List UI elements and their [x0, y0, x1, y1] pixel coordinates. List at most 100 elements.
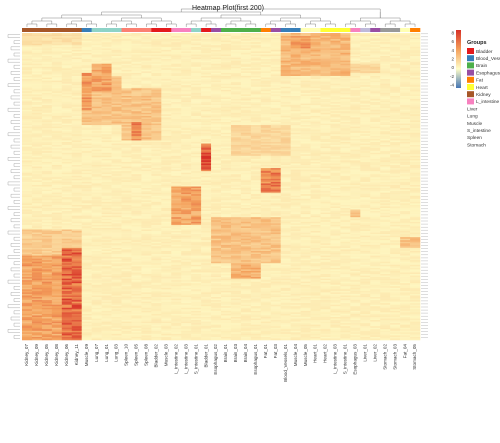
- dendrogram-branch: [14, 151, 20, 154]
- dendrogram-branch: [14, 299, 20, 302]
- group-bar-cell: [330, 28, 340, 32]
- group-bar-cell: [311, 28, 321, 32]
- dendrogram-branch: [14, 127, 20, 130]
- dendrogram-branch: [151, 21, 171, 24]
- group-bar-cell: [92, 28, 102, 32]
- dendrogram-branch: [286, 24, 296, 27]
- group-bar-cell: [261, 28, 271, 32]
- dendrogram-branch: [186, 24, 196, 27]
- dendrogram-branch: [226, 24, 236, 27]
- dendrogram-branch: [14, 139, 20, 142]
- dendrogram-branch: [14, 164, 20, 167]
- dendrogram-branch: [11, 145, 20, 148]
- dendrogram-branch: [42, 18, 82, 21]
- dendrogram-branch: [201, 18, 241, 21]
- dendrogram-branch: [231, 21, 251, 24]
- dendrogram-branch: [405, 24, 415, 27]
- dendrogram-branch: [8, 231, 20, 234]
- dendrogram-branch: [14, 311, 20, 314]
- dendrogram-branch: [8, 256, 20, 259]
- group-bar-cell: [42, 28, 52, 32]
- dendrogram-branch: [8, 329, 20, 332]
- heatmap-cells: [22, 33, 420, 340]
- dendrogram-branch: [32, 21, 52, 24]
- dendrogram-branch: [246, 24, 256, 27]
- dendrogram-branch: [14, 225, 20, 228]
- group-bar-cell: [82, 28, 92, 32]
- group-bar-cell: [231, 28, 241, 32]
- dendrogram-branch: [126, 24, 136, 27]
- group-bar-cell: [241, 28, 251, 32]
- dendrogram-branch: [11, 121, 20, 124]
- dendrogram-branch: [112, 21, 132, 24]
- dendrogram-branch: [8, 84, 20, 87]
- dendrogram-branch: [8, 305, 20, 308]
- dendrogram-branch: [191, 21, 211, 24]
- group-bar-cell: [32, 28, 42, 32]
- dendrogram-branch: [14, 262, 20, 265]
- dendrogram-branch: [14, 65, 20, 68]
- group-bar-cell: [221, 28, 231, 32]
- dendrogram-branch: [122, 18, 162, 21]
- dendrogram-branch: [11, 292, 20, 295]
- dendrogram-branch: [27, 24, 37, 27]
- dendrogram-branch: [11, 219, 20, 222]
- dendrogram-branch: [14, 90, 20, 93]
- group-bar-cell: [271, 28, 281, 32]
- dendrogram-branch: [14, 176, 20, 179]
- group-bar-cell: [321, 28, 331, 32]
- group-bar-cell: [131, 28, 141, 32]
- group-bar-cell: [122, 28, 132, 32]
- group-bar-cell: [161, 28, 171, 32]
- dendrogram-branch: [62, 15, 142, 18]
- group-bar-cell: [281, 28, 291, 32]
- group-bar-cell: [301, 28, 311, 32]
- group-bar-cell: [171, 28, 181, 32]
- group-bar-cell: [151, 28, 161, 32]
- group-bar-cell: [380, 28, 390, 32]
- dendrogram-branch: [281, 18, 321, 21]
- dendrogram-branch: [8, 108, 20, 111]
- dendrogram-branch: [365, 24, 375, 27]
- dendrogram-branch: [11, 71, 20, 74]
- row-dendrogram: [8, 35, 20, 339]
- group-bar-cell: [201, 28, 211, 32]
- dendrogram-branch: [102, 12, 261, 15]
- group-bar-cell: [291, 28, 301, 32]
- dendrogram-branch: [8, 182, 20, 185]
- dendrogram-branch: [325, 24, 335, 27]
- dendrogram-branch: [14, 249, 20, 252]
- dendrogram-branch: [14, 41, 20, 44]
- dendrogram-branch: [14, 102, 20, 105]
- dendrogram-branch: [14, 286, 20, 289]
- group-bar-cell: [350, 28, 360, 32]
- group-bar-cell: [360, 28, 370, 32]
- group-bar-cell: [251, 28, 261, 32]
- dendrogram-branch: [11, 170, 20, 173]
- dendrogram-branch: [107, 24, 117, 27]
- column-group-bar: [22, 28, 420, 32]
- dendrogram-branch: [345, 24, 355, 27]
- dendrogram-branch: [11, 194, 20, 197]
- chart-title: Heatmap Plot(first 200): [192, 5, 264, 12]
- dendrogram-branch: [14, 53, 20, 56]
- dendrogram-branch: [87, 24, 97, 27]
- group-bar-cell: [211, 28, 221, 32]
- group-bar-cell: [22, 28, 32, 32]
- dendrogram-branch: [11, 96, 20, 99]
- group-bar-cell: [62, 28, 72, 32]
- dendrogram-branch: [311, 21, 331, 24]
- group-bar-cell: [141, 28, 151, 32]
- group-bar-cell: [112, 28, 122, 32]
- dendrogram-branch: [271, 21, 291, 24]
- dendrogram-branch: [14, 188, 20, 191]
- dendrogram-branch: [72, 21, 92, 24]
- dendrogram-branch: [385, 24, 395, 27]
- group-bar-cell: [52, 28, 62, 32]
- group-bar-cell: [390, 28, 400, 32]
- dendrogram-branch: [47, 24, 57, 27]
- dendrogram-branch: [11, 47, 20, 50]
- dendrogram-branch: [14, 274, 20, 277]
